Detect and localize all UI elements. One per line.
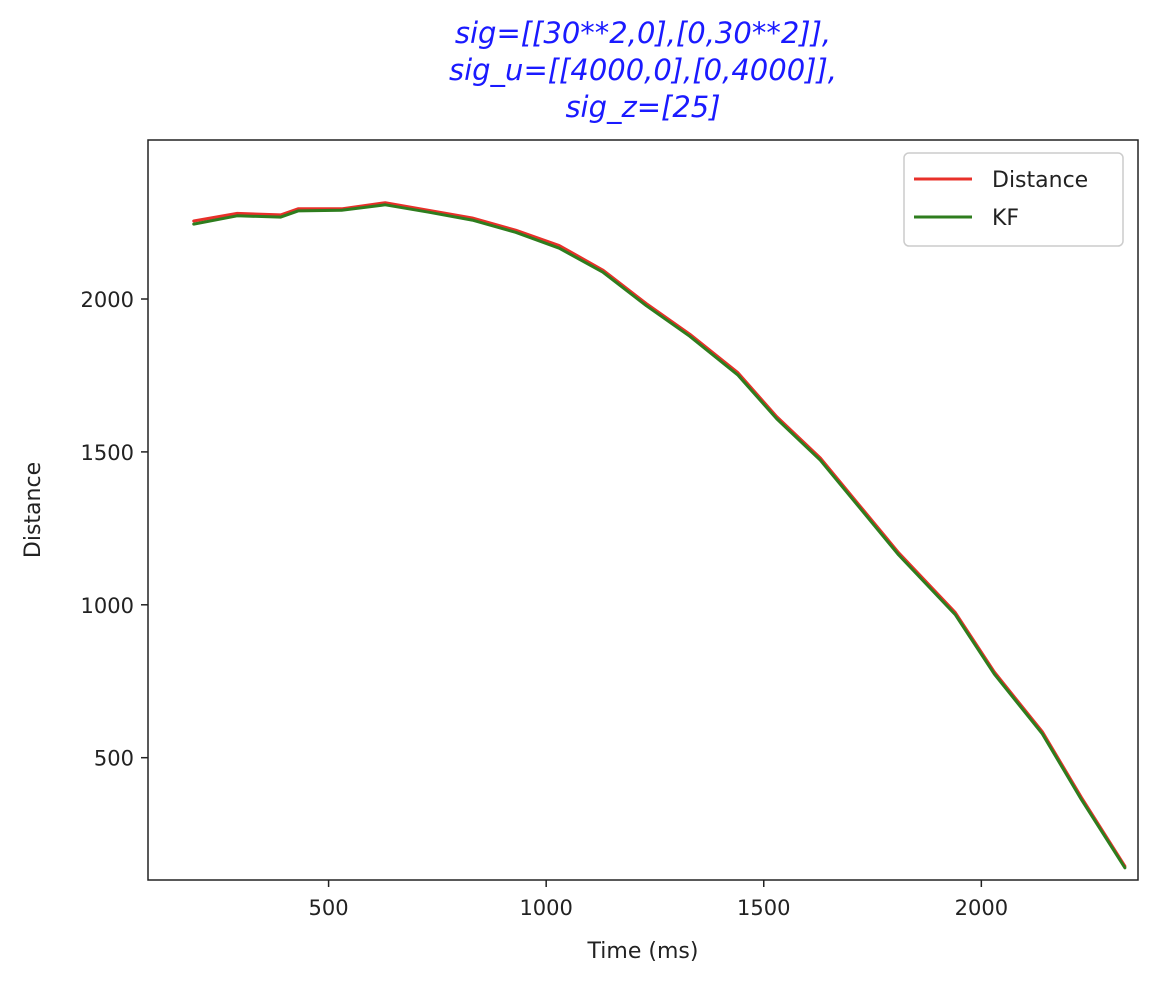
y-tick-label: 1500: [81, 441, 134, 465]
legend-label: KF: [992, 206, 1019, 231]
axes-frame: [147, 139, 1139, 881]
y-tick-label: 500: [94, 747, 134, 771]
legend: Distance KF: [903, 152, 1124, 247]
ticks-group: 500 1000 1500 2000 500 1000 1500 2000: [81, 288, 1009, 920]
x-axis-label: Time (ms): [587, 939, 699, 964]
x-tick-label: 1000: [519, 896, 572, 920]
chart-title-line: sig=[[30**2,0],[0,30**2]],: [455, 16, 831, 50]
series-line-distance: [192, 201, 1127, 868]
x-tick-label: 2000: [955, 896, 1008, 920]
y-tick-label: 2000: [81, 288, 134, 312]
legend-box: [903, 152, 1124, 247]
chart-title-line: sig_u=[[4000,0],[0,4000]],: [449, 53, 837, 87]
x-tick-label: 500: [309, 896, 349, 920]
chart-title: sig=[[30**2,0],[0,30**2]],sig_u=[[4000,0…: [449, 16, 837, 124]
y-tick-label: 1000: [81, 594, 134, 618]
legend-label: Distance: [992, 168, 1088, 193]
y-axis-label: Distance: [21, 462, 46, 558]
chart-title-line: sig_z=[25]: [565, 90, 720, 124]
x-tick-label: 1500: [737, 896, 790, 920]
series-line-kf: [192, 203, 1127, 870]
series-group: [192, 201, 1127, 870]
